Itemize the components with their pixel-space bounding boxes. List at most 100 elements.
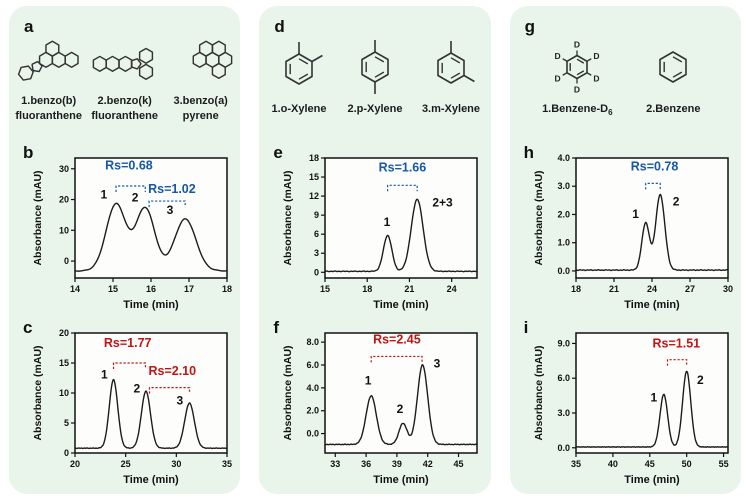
svg-text:0.0: 0.0 [557,266,570,276]
chromatogram-chart-e: 15 18 21 24 0 3 6 9 12 15 18 Absorbance (mAU) Time (… [282,153,479,311]
molecule-structure-icon [659,51,688,83]
svg-text:42: 42 [423,459,433,469]
svg-text:2: 2 [132,191,139,205]
svg-text:25: 25 [121,459,131,469]
svg-text:Time (min): Time (min) [374,474,430,486]
svg-text:2: 2 [133,381,140,395]
molecule-label: 2.p-Xylene [347,103,403,115]
panel-letter: h [523,142,535,162]
panel-letter: b [23,142,34,162]
molecule-o-xylene: 1.o-Xylene [262,34,336,118]
svg-text:3.0: 3.0 [557,181,570,191]
svg-text:Absorbance (mAU): Absorbance (mAU) [282,170,294,265]
svg-text:36: 36 [361,459,371,469]
svg-text:1: 1 [365,373,372,387]
svg-text:4.0: 4.0 [307,383,320,393]
svg-text:Time (min): Time (min) [624,299,680,311]
svg-text:0: 0 [314,267,319,277]
svg-text:50: 50 [681,459,691,469]
chromatogram-chart-c: 20 25 30 35 0 5 10 15 20 Absorbance (mAU) Time (mi… [32,328,232,486]
panel-letter: a [24,17,34,36]
svg-text:Time (min): Time (min) [624,474,680,486]
molecule-structure-icon: D D D D D D [555,40,600,95]
molecule-benzo-k-fluoranthene: 2.benzo(k) fluoranthene [88,34,162,123]
panel-column-benzene: g D D D D D D 1.Benzene-D6 2.Benzene [509,6,741,494]
molecule-benzo-b-fluoranthene: 1.benzo(b) fluoranthene [12,34,86,123]
svg-text:Absorbance (mAU): Absorbance (mAU) [533,345,545,440]
svg-text:1.0: 1.0 [557,238,570,248]
svg-text:3: 3 [177,393,184,407]
svg-text:2.0: 2.0 [557,209,570,219]
molecule-row: 1.o-Xylene 2.p-Xylene 3.m-Xylene [259,10,490,118]
svg-text:0: 0 [64,448,69,458]
svg-text:18: 18 [363,284,373,294]
svg-text:1: 1 [632,207,639,221]
svg-text:Absorbance (mAU): Absorbance (mAU) [282,345,294,440]
svg-text:1: 1 [101,187,108,201]
svg-text:Time (min): Time (min) [123,474,179,486]
svg-text:27: 27 [685,284,695,294]
molecule-label: 3.m-Xylene [421,103,481,115]
svg-text:45: 45 [644,459,654,469]
molecule-structure-icon [285,42,323,85]
svg-text:30: 30 [171,459,181,469]
svg-text:35: 35 [222,459,232,469]
svg-text:15: 15 [59,358,69,368]
svg-text:12: 12 [309,191,319,201]
molecule-row: 1.benzo(b) fluoranthene 2.benzo(k) fluor… [9,10,240,123]
svg-text:Rs=0.78: Rs=0.78 [630,159,678,173]
svg-text:3: 3 [167,203,174,217]
svg-text:55: 55 [718,459,728,469]
panel-letter: i [523,317,529,337]
svg-text:20: 20 [59,328,69,338]
molecule-benzo-a-pyrene: 3.benzo(a) pyrene [164,34,238,123]
svg-text:6: 6 [314,229,319,239]
molecule-structure-icon [17,40,79,81]
chromatogram-panel-i: i 35 40 45 50 55 0.0 3.0 6.0 9.0 Absorbance (mAU)… [510,317,741,492]
svg-text:Absorbance (mAU): Absorbance (mAU) [32,345,44,440]
svg-text:35: 35 [571,459,581,469]
structure-panel-g: g D D D D D D 1.Benzene-D6 2.Benzene [510,10,741,142]
svg-text:D: D [594,51,600,61]
svg-text:6.0: 6.0 [557,373,570,383]
svg-text:9.0: 9.0 [557,338,570,348]
svg-text:30: 30 [59,164,69,174]
svg-text:18: 18 [309,153,319,163]
svg-text:Absorbance (mAU): Absorbance (mAU) [32,170,44,265]
svg-text:0: 0 [64,256,69,266]
molecule-m-xylene: 3.m-Xylene [414,34,488,118]
svg-text:D: D [574,40,580,50]
svg-text:1: 1 [101,368,108,382]
svg-text:40: 40 [608,459,618,469]
svg-text:15: 15 [108,284,118,294]
svg-text:21: 21 [405,284,415,294]
svg-text:2: 2 [672,194,679,208]
svg-text:Rs=2.45: Rs=2.45 [373,332,421,346]
svg-text:2+3: 2+3 [433,195,454,209]
svg-text:0.0: 0.0 [557,443,570,453]
chromatogram-chart-b: 14 15 16 17 18 0 10 20 30 Absorbance (mAU) Time (m… [32,157,232,311]
svg-text:39: 39 [392,459,402,469]
panel-letter: g [524,17,536,36]
svg-text:Rs=2.10: Rs=2.10 [148,364,196,378]
svg-text:0.0: 0.0 [307,428,320,438]
chromatogram-panel-c: c 20 25 30 35 0 5 10 15 20 Absorbance (mAU) Time (… [9,317,240,492]
svg-text:Time (min): Time (min) [374,299,430,311]
svg-text:D: D [555,73,561,83]
panel-column-xylene: d 1.o-Xylene 2.p-Xylene [259,6,491,494]
svg-text:Rs=1.77: Rs=1.77 [104,336,152,350]
svg-text:D: D [574,85,580,95]
svg-text:14: 14 [70,284,80,294]
svg-text:Rs=0.68: Rs=0.68 [105,158,153,172]
svg-text:8.0: 8.0 [307,337,320,347]
structure-panel-a: a 1.benzo(b) fluoranthene 2.benzo(k) flu… [9,10,240,142]
svg-text:5: 5 [64,418,69,428]
molecule-label: 1.benzo(b) fluoranthene [15,95,82,122]
svg-text:20: 20 [59,194,69,204]
chromatogram-panel-b: b 14 15 16 17 18 0 10 20 30 Absorbance (mAU) Time … [9,142,240,317]
svg-text:15: 15 [320,284,330,294]
panel-letter: d [274,17,285,36]
svg-text:1: 1 [650,390,657,404]
